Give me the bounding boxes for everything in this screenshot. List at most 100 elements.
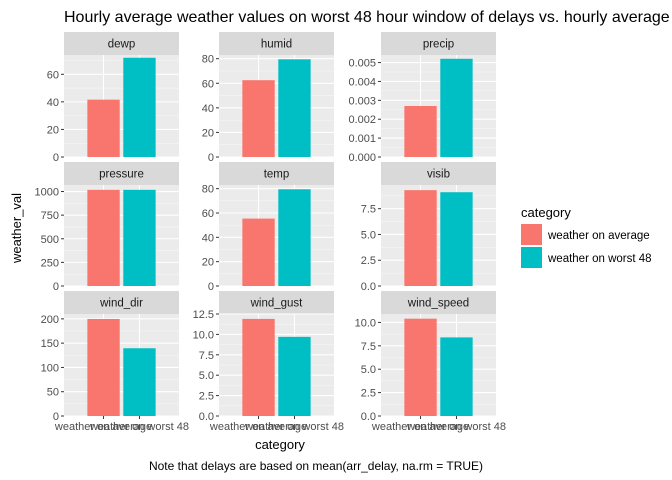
y-tick-label: 20: [202, 257, 214, 269]
facet-humid: humid 0 20 40 60 80: [202, 32, 334, 164]
y-tick-label: 7.5: [361, 341, 376, 353]
facet-pressure: pressure 0 250 500 750 1000: [35, 162, 179, 293]
chart-caption: Note that delays are based on mean(arr_d…: [149, 459, 483, 473]
y-tick-label: 750: [41, 210, 59, 222]
y-tick-label: 0: [53, 411, 59, 423]
bar-wind_speed-worst-48: [440, 337, 473, 416]
y-tick-label: 500: [41, 234, 59, 246]
bar-wind_speed-average: [404, 318, 437, 416]
bar-dewp-worst-48: [123, 57, 156, 157]
y-tick-label: 20: [202, 127, 214, 139]
panel-background: [64, 185, 179, 286]
y-tick-label: 0.002: [348, 114, 376, 126]
y-tick-label: 0: [208, 152, 214, 164]
bar-precip-worst-48: [440, 58, 473, 157]
facet-strip-label: pressure: [99, 169, 144, 181]
legend-title: category: [521, 205, 571, 220]
y-tick-label: 5.0: [199, 370, 214, 382]
bar-wind_gust-average: [242, 318, 275, 416]
facet-strip: [64, 32, 179, 55]
y-tick-label: 7.5: [199, 350, 214, 362]
y-tick-label: 0.005: [348, 58, 376, 70]
bar-visib-worst-48: [440, 192, 473, 286]
bar-visib-average: [404, 190, 437, 286]
y-tick-label: 200: [41, 314, 59, 326]
y-tick-label: 5.0: [361, 364, 376, 376]
legend-label: weather on worst 48: [547, 253, 652, 265]
bar-pressure-average: [87, 189, 120, 286]
y-axis-title: weather_val: [9, 193, 24, 264]
facet-strip: [381, 162, 496, 185]
y-tick-label: 0.004: [348, 76, 376, 88]
bar-wind_gust-worst-48: [278, 336, 311, 416]
y-tick-label: 7.5: [361, 204, 376, 216]
y-tick-label: 100: [41, 362, 59, 374]
y-tick-label: 0.000: [348, 152, 376, 164]
panel-background: [64, 55, 179, 157]
y-tick-label: 10.0: [193, 329, 214, 341]
x-tick-label: weather on worst 48: [244, 421, 344, 433]
panel-background: [381, 55, 496, 157]
y-tick-label: 2.5: [361, 255, 376, 267]
panel-background: [381, 185, 496, 286]
panel-background: [381, 314, 496, 416]
facet-wind_gust: wind_gust 0.0 2.5 5.0 7.5 10.0 12.5 weather on …: [193, 291, 344, 433]
panel-background: [219, 185, 334, 286]
facet-panels: dewp0204060humid020406080precip0.0000.00…: [35, 32, 506, 433]
facet-strip-label: wind_speed: [407, 298, 469, 310]
facet-precip: precip 0.000 0.001 0.002 0.003 0.004 0.005: [348, 32, 496, 164]
facet-strip-label: visib: [427, 169, 450, 181]
y-tick-label: 0: [53, 281, 59, 293]
x-axis-title: category: [255, 437, 305, 452]
facet-strip-label: precip: [423, 39, 454, 51]
legend-key: [521, 224, 542, 245]
bar-humid-average: [242, 80, 275, 157]
y-tick-label: 60: [47, 69, 59, 81]
y-tick-label: 12.5: [193, 309, 214, 321]
bar-wind_dir-worst-48: [123, 348, 156, 416]
legend-key: [521, 247, 542, 268]
y-tick-label: 0.0: [361, 281, 376, 293]
facet-strip: [219, 162, 334, 185]
y-tick-label: 5.0: [361, 229, 376, 241]
y-tick-label: 80: [202, 54, 214, 66]
facet-strip: [219, 32, 334, 55]
facet-strip-label: dewp: [108, 39, 136, 51]
facet-strip-label: wind_dir: [99, 298, 143, 310]
facet-visib: visib 0.0 2.5 5.0 7.5: [361, 162, 496, 293]
y-tick-label: 50: [47, 387, 59, 399]
facet-temp: temp 0 20 40 60 80: [202, 162, 334, 293]
y-tick-label: 0.001: [348, 133, 376, 145]
x-tick-label: weather on worst 48: [89, 421, 189, 433]
bar-pressure-worst-48: [123, 189, 156, 286]
y-tick-label: 40: [47, 97, 59, 109]
y-tick-label: 0.003: [348, 95, 376, 107]
y-tick-label: 40: [202, 232, 214, 244]
y-tick-label: 2.5: [361, 388, 376, 400]
x-tick-label: weather on worst 48: [406, 421, 506, 433]
facet-wind_speed: wind_speed 0.0 2.5 5.0 7.5 10.0 weather on ave…: [355, 291, 506, 433]
bar-dewp-average: [87, 99, 120, 157]
facet-strip-label: temp: [264, 169, 290, 181]
panel-background: [64, 314, 179, 416]
facet-strip-label: wind_gust: [250, 298, 304, 310]
bar-humid-worst-48: [278, 59, 311, 157]
x-tick-label: weather on average: [54, 421, 152, 433]
facet-strip: [381, 32, 496, 55]
facet-strip: [219, 291, 334, 314]
y-tick-label: 250: [41, 257, 59, 269]
legend: category weather on average weather on wo…: [521, 205, 652, 268]
bar-precip-average: [404, 106, 437, 157]
facet-dewp: dewp 0 20 40 60: [47, 32, 179, 164]
y-tick-label: 40: [202, 103, 214, 115]
legend-label: weather on average: [547, 230, 650, 242]
y-tick-label: 0.0: [199, 411, 214, 423]
y-tick-label: 150: [41, 338, 59, 350]
facet-strip-label: humid: [261, 39, 292, 51]
chart-title: Hourly average weather values on worst 4…: [64, 9, 670, 26]
y-tick-label: 80: [202, 184, 214, 196]
facet-strip: [381, 291, 496, 314]
y-tick-label: 10.0: [355, 317, 376, 329]
y-tick-label: 0: [208, 281, 214, 293]
